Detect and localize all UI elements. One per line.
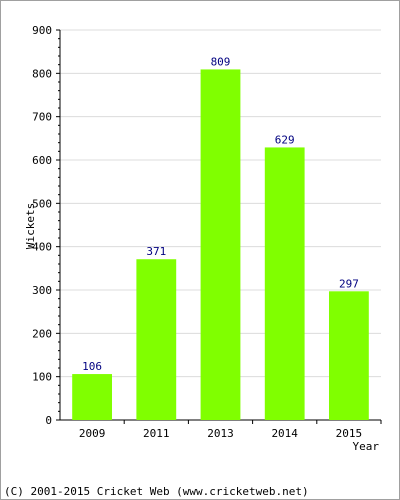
data-label-2011: 371 [146,245,166,258]
y-tick-label: 100 [32,371,52,384]
x-tick-label-2015: 2015 [336,427,363,440]
x-axis-title: Year [353,440,380,453]
x-tick-label-2009: 2009 [79,427,106,440]
data-label-2014: 629 [275,133,295,146]
y-tick-label: 500 [32,197,52,210]
y-tick-label: 700 [32,111,52,124]
bar-2013 [200,69,241,420]
x-tick-label-2011: 2011 [143,427,170,440]
y-axis-title: Wickets [24,203,37,249]
bar-2015 [328,291,369,420]
x-tick-label-2014: 2014 [271,427,298,440]
bars [72,69,369,420]
y-tick-label: 300 [32,284,52,297]
y-tick-label: 600 [32,154,52,167]
data-label-2015: 297 [339,277,359,290]
axes: 0 100 200 300 400 500 600 700 800 900 2009 2011 2013… [32,24,382,440]
bar-2011 [136,259,177,420]
bar-2014 [264,147,305,420]
y-tick-label: 900 [32,24,52,37]
data-labels: 106 371 809 629 297 [82,55,359,373]
copyright-footer: (C) 2001-2015 Cricket Web (www.cricketwe… [4,485,309,498]
y-tick-label: 200 [32,327,52,340]
y-tick-label: 0 [45,414,52,427]
x-tick-label-2013: 2013 [207,427,234,440]
data-label-2013: 809 [211,55,231,68]
y-tick-label: 800 [32,67,52,80]
bar-2009 [72,374,113,420]
data-label-2009: 106 [82,360,102,373]
y-tick-label: 400 [32,241,52,254]
